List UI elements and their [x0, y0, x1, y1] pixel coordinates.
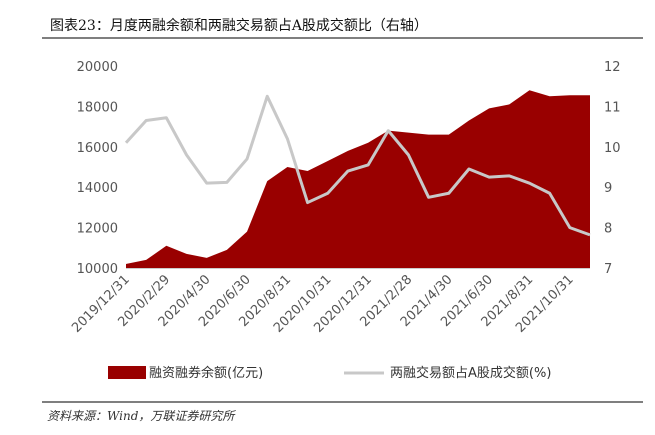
legend-label-area: 融资融券余额(亿元): [149, 365, 263, 381]
y-right-tick-label: 9: [604, 181, 612, 196]
left-y-axis: 10000 12000 14000 16000 18000 20000: [77, 60, 118, 277]
line-series: [124, 94, 591, 237]
x-axis: 2019/12/312020/2/292020/4/302020/6/30202…: [69, 272, 576, 336]
right-y-axis: 7 8 9 10 11 12: [604, 60, 621, 277]
chart-title: 图表23：月度两融余额和两融交易额占A股成交额比（右轴）: [50, 17, 428, 34]
y-left-tick-label: 12000: [77, 222, 118, 237]
legend-label-line: 两融交易额占A股成交额(%): [390, 365, 551, 381]
y-right-tick-label: 12: [604, 60, 621, 75]
area-margin-balance: [126, 90, 590, 269]
y-left-tick-label: 20000: [77, 60, 118, 75]
source-note: 资料来源：Wind，万联证券研究所: [47, 409, 236, 423]
y-left-tick-label: 14000: [77, 181, 118, 196]
y-right-tick-label: 7: [604, 262, 612, 277]
y-left-tick-label: 16000: [77, 141, 118, 156]
legend: 融资融券余额(亿元) 两融交易额占A股成交额(%): [108, 365, 551, 381]
y-left-tick-label: 18000: [77, 100, 118, 115]
y-right-tick-label: 10: [604, 141, 621, 156]
legend-swatch-area: [108, 366, 146, 379]
y-right-tick-label: 11: [604, 100, 621, 115]
y-right-tick-label: 8: [604, 222, 612, 237]
y-left-tick-label: 10000: [77, 262, 118, 277]
area-series: [126, 90, 590, 269]
line-trading-ratio: [124, 94, 591, 237]
